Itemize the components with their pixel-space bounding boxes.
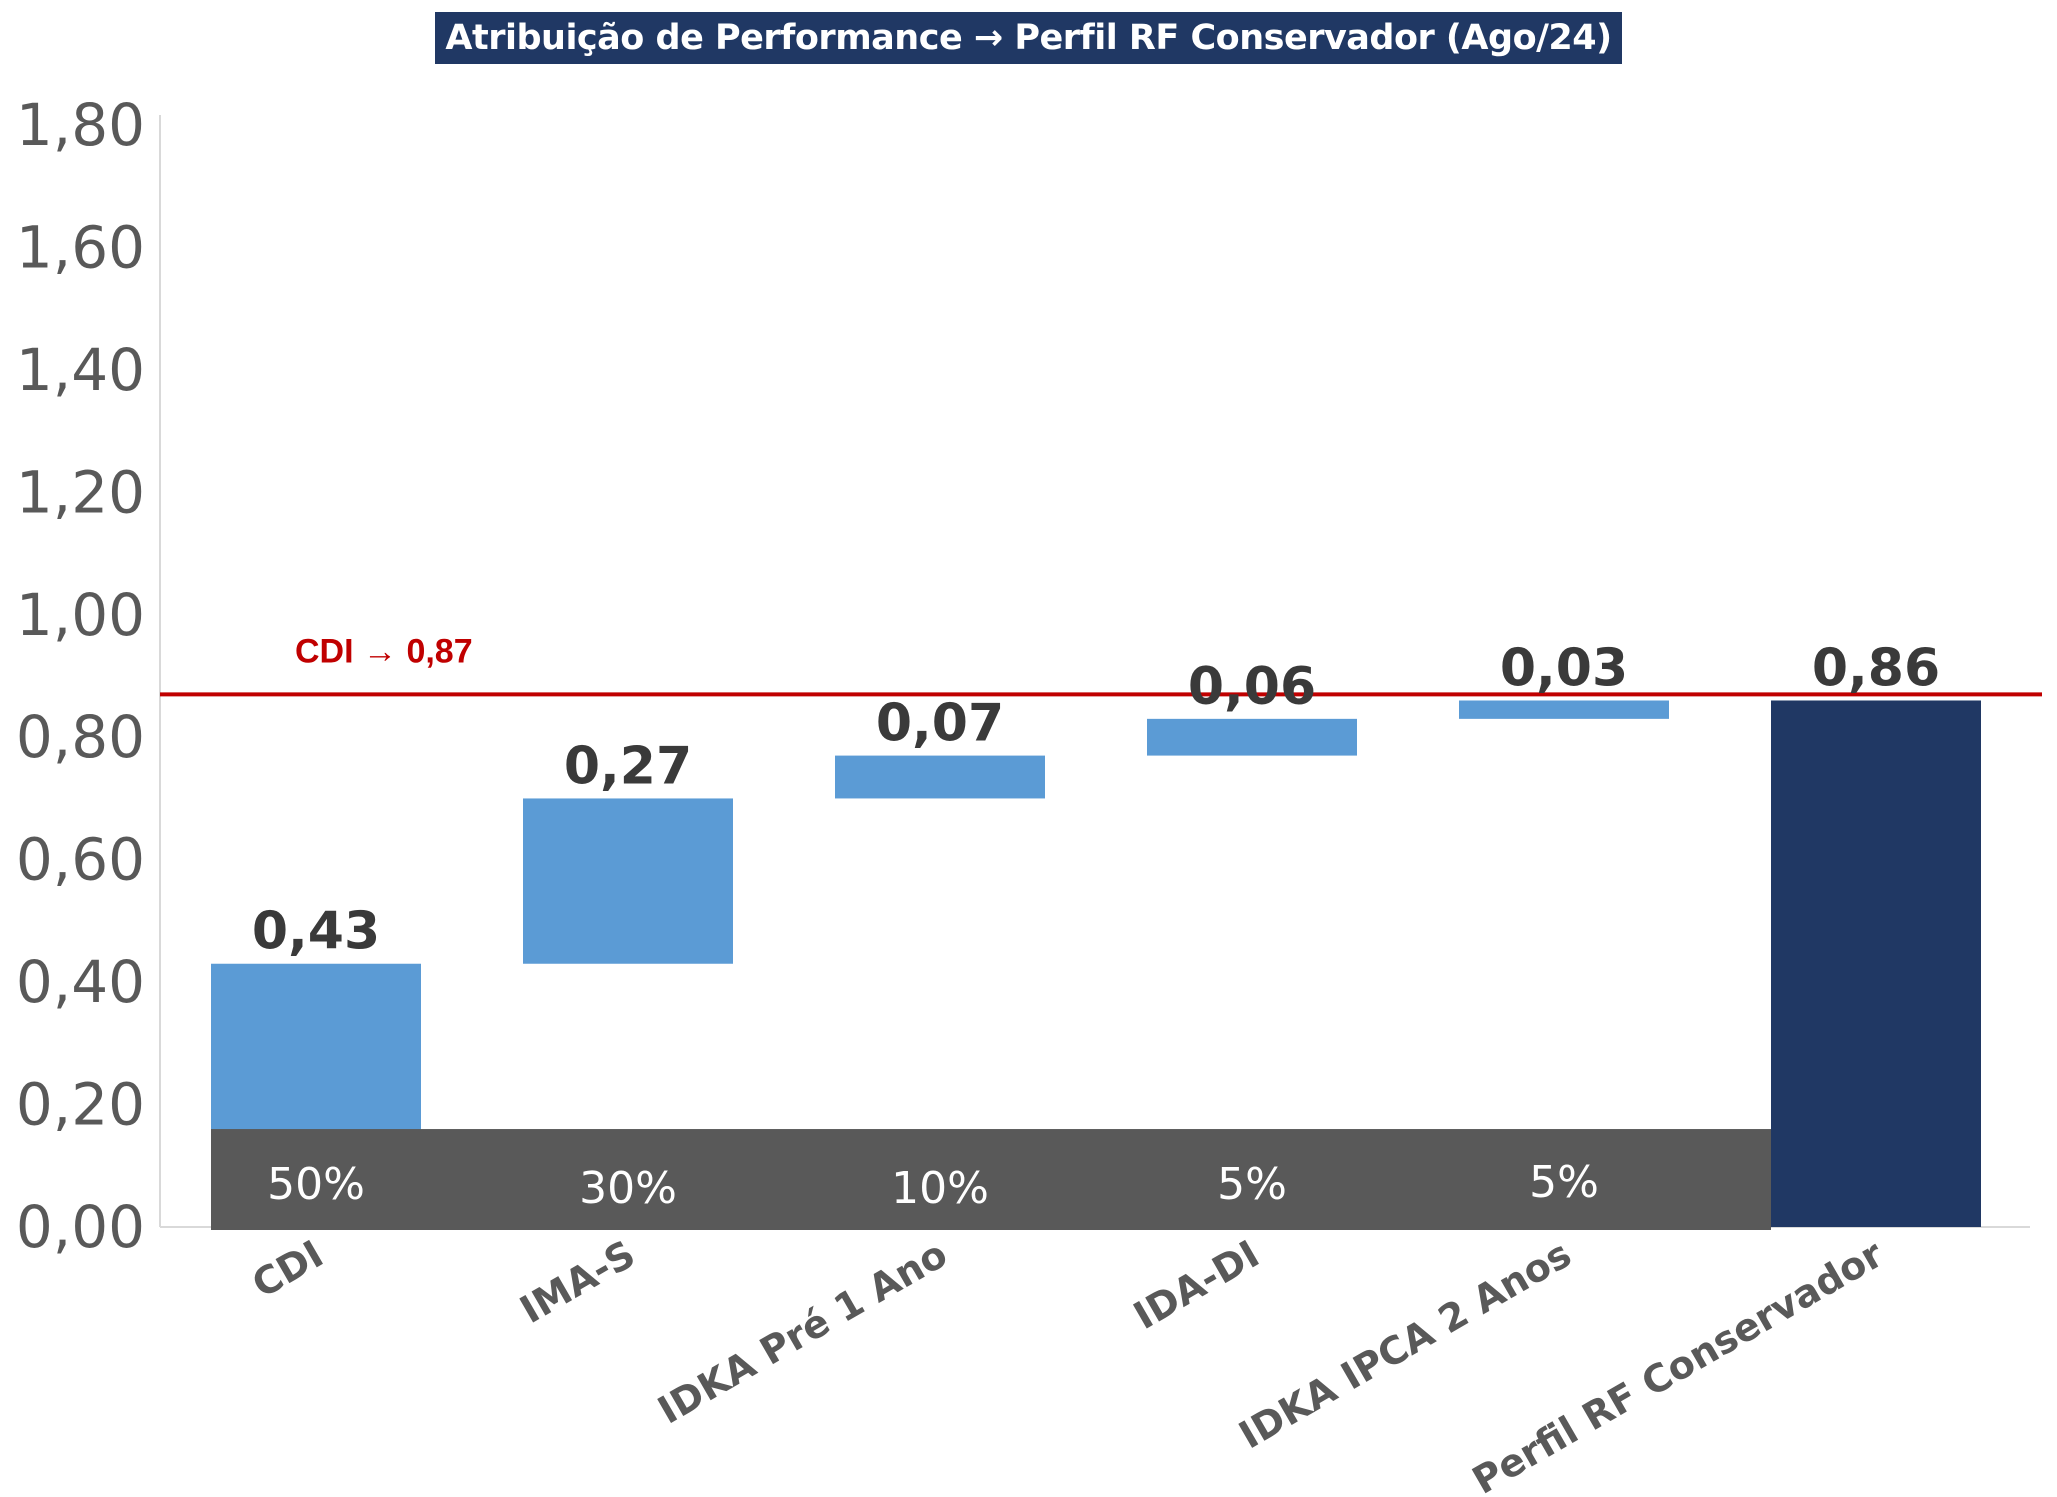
weight-label: 30% xyxy=(579,1163,677,1214)
y-tick-label: 0,80 xyxy=(16,703,145,771)
y-tick-label: 1,00 xyxy=(16,581,145,649)
y-tick-label: 0,40 xyxy=(16,948,145,1016)
value-label: 0,27 xyxy=(564,736,692,796)
chart-title-box: Atribuição de Performance → Perfil RF Co… xyxy=(0,12,2057,64)
y-tick-label: 1,40 xyxy=(16,336,145,404)
value-label: 0,03 xyxy=(1500,638,1628,698)
y-tick-label: 1,60 xyxy=(16,213,145,281)
category-label: IDA-DI xyxy=(1126,1232,1266,1338)
category-label: CDI xyxy=(245,1232,331,1307)
weights-band xyxy=(211,1129,1771,1230)
y-tick-label: 0,20 xyxy=(16,1071,145,1139)
weight-label: 5% xyxy=(1529,1157,1599,1208)
weight-label: 10% xyxy=(891,1163,989,1214)
value-label: 0,43 xyxy=(252,902,380,962)
y-tick-label: 1,80 xyxy=(16,91,145,159)
step-bar xyxy=(523,798,733,964)
step-bar xyxy=(1459,700,1669,719)
category-label: IMA-S xyxy=(513,1232,643,1332)
category-label: IDKA Pré 1 Ano xyxy=(651,1232,955,1433)
value-label: 0,86 xyxy=(1812,638,1940,698)
reference-line-label: CDI → 0,87 xyxy=(295,632,473,670)
y-tick-label: 0,60 xyxy=(16,826,145,894)
value-label: 0,07 xyxy=(876,694,1004,754)
total-bar xyxy=(1771,700,1981,1227)
step-bar xyxy=(835,755,1045,799)
category-label: IDKA IPCA 2 Anos xyxy=(1232,1232,1579,1458)
weight-label: 50% xyxy=(267,1159,365,1210)
value-label: 0,06 xyxy=(1188,657,1316,717)
y-tick-label: 0,00 xyxy=(16,1193,145,1261)
y-tick-label: 1,20 xyxy=(16,458,145,526)
chart-title: Atribuição de Performance → Perfil RF Co… xyxy=(435,12,1622,64)
weight-label: 5% xyxy=(1217,1159,1287,1210)
step-bar xyxy=(1147,718,1357,756)
